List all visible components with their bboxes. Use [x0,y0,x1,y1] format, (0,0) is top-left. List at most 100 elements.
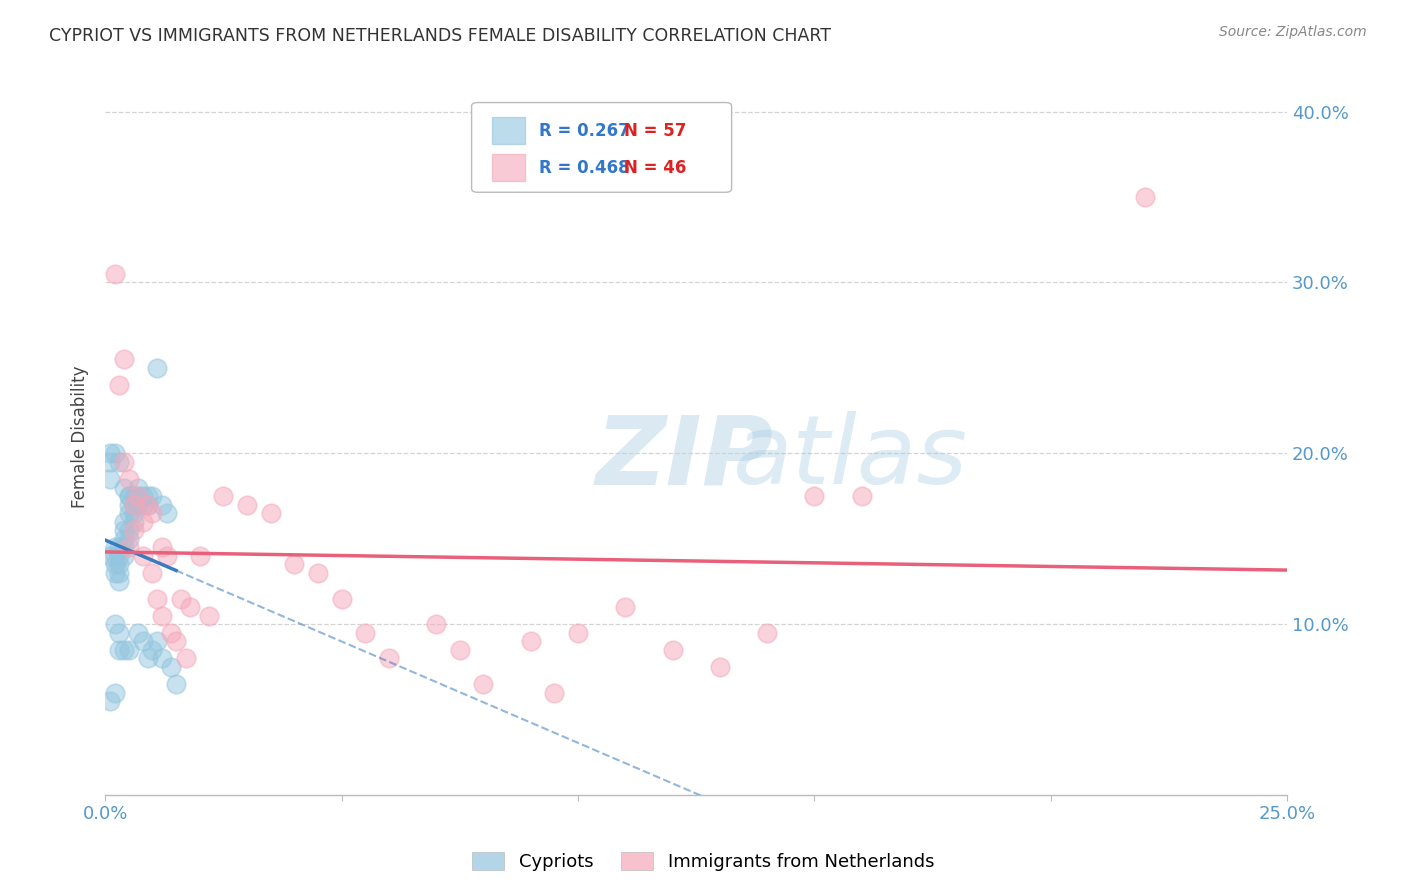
Point [851,489,873,503]
Point [127,481,149,495]
Point [104,558,127,572]
Point [112,481,135,495]
Point [98,549,121,563]
Point [150,651,173,665]
Point [136,489,159,503]
Point [354,625,377,640]
Point [132,549,155,563]
Point [112,455,135,469]
Point [179,600,201,615]
Point [150,608,173,623]
Point [122,498,145,512]
Point [112,643,135,657]
Point [141,566,163,580]
Point [104,549,127,563]
Point [98,472,121,486]
Point [567,625,589,640]
Point [112,549,135,563]
Point [98,455,121,469]
Point [212,489,235,503]
Point [141,506,163,520]
Point [260,506,283,520]
Point [112,523,135,537]
Point [104,541,127,555]
Point [156,506,179,520]
Point [141,489,163,503]
Point [108,541,131,555]
Point [108,549,131,563]
Point [146,634,169,648]
Text: R = 0.468: R = 0.468 [538,159,630,177]
Point [122,506,145,520]
Point [472,677,495,691]
Point [803,489,825,503]
FancyBboxPatch shape [471,103,731,193]
Point [127,489,149,503]
Point [104,617,127,632]
Point [108,566,131,580]
Point [188,549,211,563]
Text: atlas: atlas [731,411,966,504]
Point [150,541,173,555]
Point [160,660,183,674]
Bar [492,153,524,181]
Point [118,541,141,555]
Point [122,523,145,537]
Text: R = 0.267: R = 0.267 [538,122,630,140]
Point [104,685,127,699]
Point [136,498,159,512]
Point [118,523,141,537]
Text: CYPRIOT VS IMMIGRANTS FROM NETHERLANDS FEMALE DISABILITY CORRELATION CHART: CYPRIOT VS IMMIGRANTS FROM NETHERLANDS F… [49,27,831,45]
Point [165,634,187,648]
Point [236,498,259,512]
Point [449,643,471,657]
Point [307,566,329,580]
Point [1135,190,1157,204]
Point [108,574,131,589]
Point [118,489,141,503]
Point [756,625,779,640]
Point [127,625,149,640]
Point [118,643,141,657]
Point [132,634,155,648]
Y-axis label: Female Disability: Female Disability [72,365,89,508]
Point [198,608,221,623]
Point [108,643,131,657]
Point [136,651,159,665]
Point [661,643,683,657]
Point [108,558,131,572]
Point [104,267,127,281]
Point [108,455,131,469]
Point [283,558,305,572]
Point [98,446,121,460]
Point [112,541,135,555]
Point [122,515,145,529]
Point [118,498,141,512]
Point [519,634,541,648]
Text: N = 46: N = 46 [624,159,686,177]
Point [118,506,141,520]
Point [112,532,135,546]
Point [122,498,145,512]
Point [170,591,193,606]
Point [127,498,149,512]
Point [118,472,141,486]
Point [132,515,155,529]
Point [150,498,173,512]
Point [146,591,169,606]
Text: ZIP: ZIP [596,411,773,504]
Point [122,489,145,503]
Text: N = 57: N = 57 [624,122,686,140]
Point [127,489,149,503]
Point [165,677,187,691]
Point [132,489,155,503]
Point [108,378,131,392]
Point [174,651,197,665]
Point [330,591,353,606]
Point [543,685,565,699]
Point [118,489,141,503]
Point [104,446,127,460]
Point [146,360,169,375]
Point [141,643,163,657]
Point [614,600,637,615]
